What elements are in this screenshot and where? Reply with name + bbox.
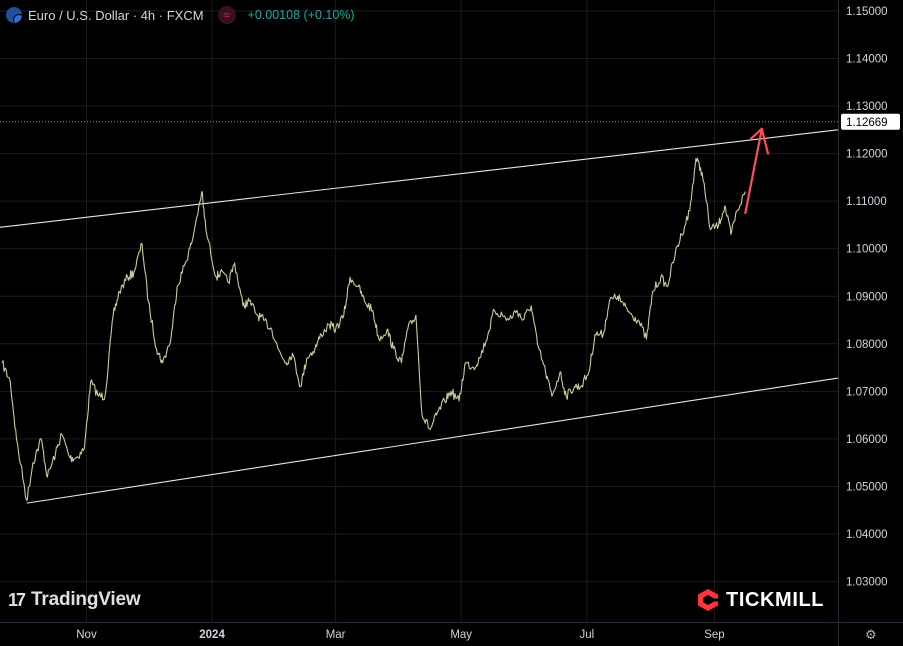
tickmill-wordmark: TICKMILL: [726, 588, 825, 611]
lower-channel-line: [26, 377, 839, 504]
y-tick-label: 1.03000: [846, 577, 888, 589]
price-series: [1, 157, 746, 502]
symbol-title[interactable]: Euro / U.S. Dollar · 4h · FXCM: [28, 7, 204, 23]
wave-icon[interactable]: ≈: [217, 6, 236, 24]
x-tick-label: Sep: [704, 629, 724, 641]
x-tick-label: Jul: [579, 629, 594, 641]
tickmill-logo: TICKMILL: [696, 588, 824, 612]
y-tick-label: 1.06000: [846, 434, 888, 446]
y-tick-label: 1.15000: [846, 6, 888, 18]
tradingview-mark-icon: 17: [8, 589, 26, 610]
y-tick-label: 1.09000: [846, 291, 888, 303]
tradingview-logo[interactable]: 17 TradingView: [8, 589, 141, 611]
y-tick-label: 1.11000: [846, 196, 887, 208]
price-change: +0.00108 (+0.10%): [247, 8, 355, 22]
upper-channel-line: [0, 129, 839, 228]
y-tick-label: 1.04000: [846, 529, 888, 541]
y-tick-label: 1.08000: [846, 339, 888, 351]
projection-arrow-head: [749, 127, 763, 140]
tradingview-wordmark: TradingView: [31, 589, 141, 610]
settings-gear-icon[interactable]: ⚙: [865, 627, 877, 642]
price-line: [1, 157, 746, 502]
y-axis-ticks: 1.15000 1.14000 1.13000 1.12000 1.11000 1.100…: [846, 6, 888, 589]
projection-arrow-path: [744, 127, 770, 215]
y-tick-label: 1.07000: [846, 386, 888, 398]
y-tick-label: 1.12000: [846, 149, 888, 161]
y-tick-label: 1.10000: [846, 244, 888, 256]
x-tick-label: Nov: [76, 629, 97, 641]
x-tick-label: 2024: [199, 629, 225, 641]
last-price-label: 1.12669: [846, 117, 888, 129]
last-price-tag: [841, 113, 900, 130]
y-tick-label: 1.05000: [846, 481, 888, 493]
y-tick-label: 1.13000: [846, 101, 888, 113]
eur-usd-flag-icon: [6, 7, 22, 23]
projection-arrow: [744, 127, 770, 215]
grid-lines: [0, 0, 838, 622]
chart-header: Euro / U.S. Dollar · 4h · FXCM ≈ +0.0010…: [6, 6, 355, 24]
x-tick-label: May: [450, 629, 472, 641]
y-tick-label: 1.14000: [846, 53, 888, 65]
channel-lines: [0, 129, 839, 504]
x-tick-label: Mar: [326, 629, 346, 641]
x-axis-ticks: Nov 2024 Mar May Jul Sep: [76, 629, 724, 641]
last-price-group: 1.12669: [0, 113, 900, 130]
tickmill-mark-icon: [698, 589, 718, 611]
